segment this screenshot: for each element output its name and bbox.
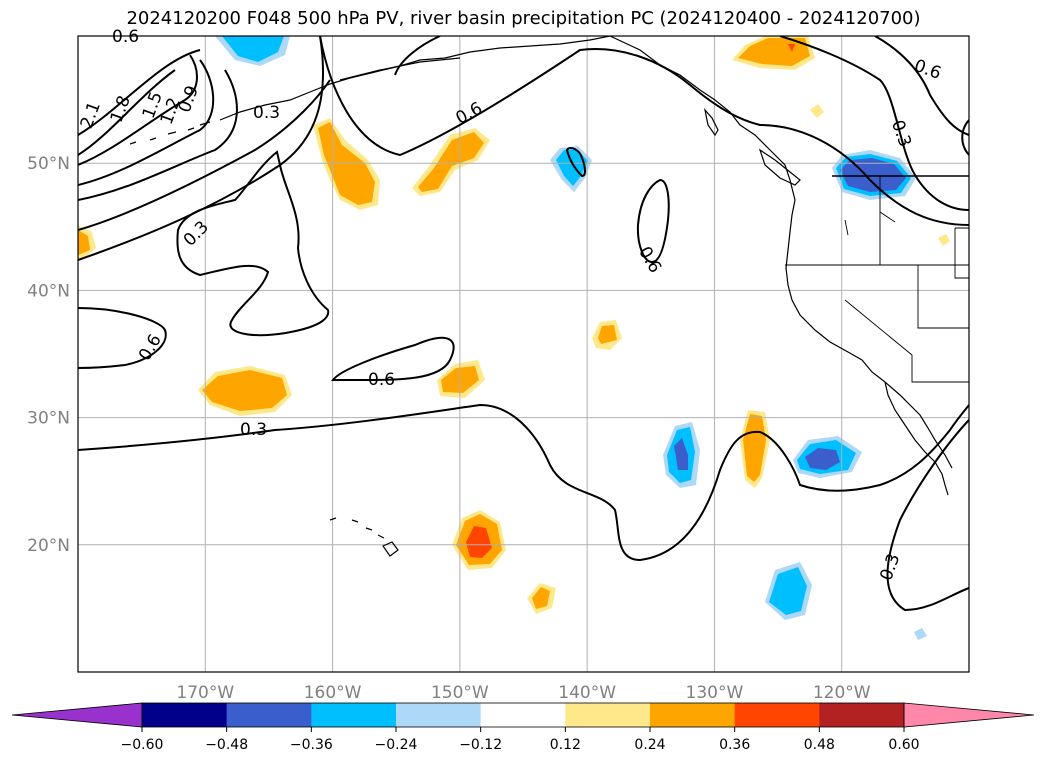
contour-label: 0.3	[180, 217, 213, 250]
colorbar-segment	[142, 703, 228, 727]
contour-label: 0.6	[368, 370, 395, 390]
colorbar-tick-label: −0.60	[121, 737, 164, 753]
contour-label: 1.8	[107, 93, 135, 125]
colorbar-tick-label: −0.36	[290, 737, 333, 753]
colorbar-segment	[480, 703, 566, 727]
lon-tick-label: 150°W	[431, 683, 489, 703]
colorbar-extend-high	[903, 702, 1035, 728]
colorbar: −0.60 −0.48 −0.36 −0.24 −0.12 0.12 0.24 0.36 0.4…	[11, 702, 1035, 753]
colorbar-segment	[734, 703, 820, 727]
map-frame	[77, 35, 970, 673]
colorbar-segment	[226, 703, 312, 727]
colorbar-tick-label: 0.60	[888, 737, 919, 753]
colorbar-tick-label: −0.24	[375, 737, 418, 753]
lat-tick-label: 30°N	[27, 409, 70, 429]
colorbar-tick-label: −0.48	[205, 737, 248, 753]
coastlines	[129, 36, 969, 557]
negative-anomaly-blob	[222, 36, 284, 62]
colorbar-segment	[311, 703, 397, 727]
contour-label: 0.3	[253, 103, 280, 123]
positive-anomaly-blob	[202, 370, 287, 411]
map-gridlines	[78, 36, 969, 672]
colorbar-tick-label: 0.48	[804, 737, 835, 753]
precipitation-anomaly-fills	[78, 36, 950, 640]
lat-tick-label: 20°N	[27, 536, 70, 556]
contour-label: 0.3	[876, 551, 904, 583]
axis-tick-labels: 50°N 40°N 30°N 20°N 170°W 160°W 150°W 140°W 130°…	[27, 154, 871, 703]
lon-tick-label: 120°W	[813, 683, 871, 703]
lon-tick-label: 160°W	[304, 683, 362, 703]
contour-label: 0.6	[135, 331, 166, 364]
colorbar-frame	[141, 702, 905, 728]
contour-label: 2.1	[77, 99, 105, 131]
positive-anomaly-blob	[743, 414, 766, 482]
contour-label: 0.9	[175, 83, 203, 115]
negative-anomaly-blob	[769, 567, 807, 615]
contour-label: 0.6	[911, 56, 943, 84]
colorbar-tick-label: 0.24	[634, 737, 665, 753]
lon-tick-label: 170°W	[176, 683, 234, 703]
colorbar-tick-label: 0.36	[719, 737, 750, 753]
contour-label: 0.3	[240, 420, 267, 440]
contour-label: 0.6	[634, 243, 665, 276]
contour-label: 0.6	[112, 27, 139, 47]
pv-contours	[78, 36, 969, 612]
lat-tick-label: 40°N	[27, 281, 70, 301]
colorbar-tick-label: −0.12	[459, 737, 502, 753]
chart-title: 2024120200 F048 500 hPa PV, river basin …	[126, 8, 921, 29]
lat-tick-label: 50°N	[27, 154, 70, 174]
colorbar-extend-low	[11, 702, 143, 728]
lon-tick-label: 140°W	[558, 683, 616, 703]
colorbar-segment	[396, 703, 482, 727]
colorbar-segment	[819, 703, 905, 727]
colorbar-segment	[650, 703, 736, 727]
negative-anomaly-blob	[556, 149, 588, 186]
lon-tick-label: 130°W	[686, 683, 744, 703]
contour-label: 0.6	[453, 98, 486, 128]
colorbar-segment	[565, 703, 651, 727]
contour-label: 0.3	[887, 117, 915, 149]
colorbar-tick-label: 0.12	[550, 737, 581, 753]
positive-anomaly-blob	[418, 132, 484, 192]
